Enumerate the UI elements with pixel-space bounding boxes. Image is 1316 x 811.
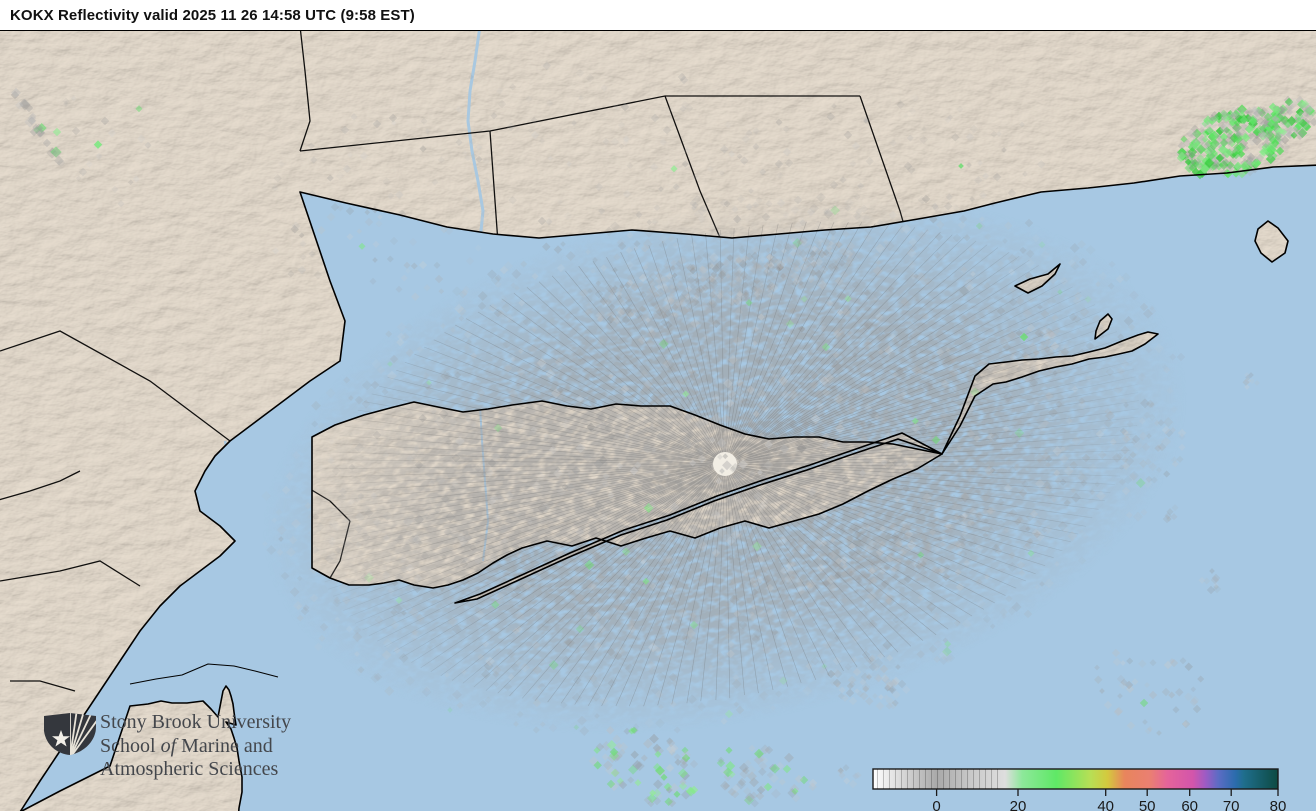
svg-text:70: 70: [1223, 798, 1240, 811]
svg-text:20: 20: [1010, 798, 1027, 811]
svg-text:50: 50: [1139, 798, 1156, 811]
svg-text:60: 60: [1181, 798, 1198, 811]
svg-text:40: 40: [1097, 798, 1114, 811]
svg-text:80: 80: [1270, 798, 1287, 811]
svg-text:0: 0: [932, 798, 940, 811]
